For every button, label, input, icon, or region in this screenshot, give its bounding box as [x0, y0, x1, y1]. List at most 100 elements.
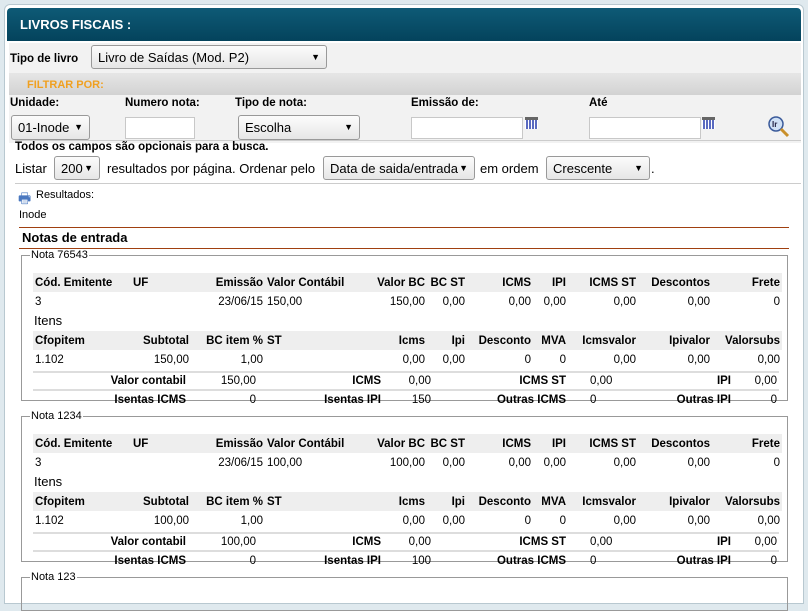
- summary-value: 0,00: [568, 371, 623, 390]
- summary-label: ICMS ST: [433, 371, 568, 390]
- emissao-input[interactable]: [411, 117, 523, 139]
- note-row-cell: 3: [35, 295, 42, 308]
- note-header-row: Cód. Emitente UF Emissão Valor Contábil Valo…: [33, 434, 782, 453]
- note-row-cell: 0: [773, 295, 780, 308]
- summary-value: 0,00: [733, 532, 779, 551]
- item-row-cell: [265, 511, 353, 530]
- chevron-down-icon: ▼: [459, 163, 468, 173]
- summary-value: 150: [383, 389, 433, 408]
- calendar-icon[interactable]: [702, 117, 715, 129]
- summary-row: Isentas ICMS 0 Isentas IPI 150 Outras ICMS 0 O…: [33, 389, 779, 408]
- note-header-row-cell: Valor Contábil: [265, 273, 353, 292]
- itens-label: Itens: [34, 313, 63, 328]
- summary-label: Isentas IPI: [258, 389, 383, 408]
- note-header-row-cell: IPI: [533, 273, 568, 292]
- note-row-cell: [131, 292, 191, 311]
- printer-icon[interactable]: 🖶: [18, 190, 32, 206]
- summary-label: Isentas IPI: [258, 550, 383, 569]
- item-row-cell: 0: [524, 353, 531, 366]
- calendar-icon[interactable]: [525, 117, 538, 129]
- note-row-cell: 0,00: [613, 456, 636, 469]
- item-header-row-cell: MVA: [533, 492, 568, 511]
- item-header-row: Cfopitem Subtotal BC item % ST Icms Ipi Descon…: [33, 331, 782, 350]
- note-header-row-cell: Descontos: [638, 434, 712, 453]
- item-header-row-cell: Desconto: [467, 331, 533, 350]
- tipo-livro-value: Livro de Saídas (Mod. P2): [98, 50, 250, 65]
- note-row: 3 23/06/15 150,00 150,00 0,00 0,00 0,00 0,00 0,0…: [33, 292, 782, 311]
- item-row-cell: 0,00: [687, 514, 710, 527]
- summary-value: 0: [568, 389, 623, 408]
- item-row-cell: 0,00: [757, 514, 780, 527]
- divider: [19, 248, 789, 249]
- items-table: Cfopitem Subtotal BC item % ST Icms Ipi Descon…: [33, 331, 782, 369]
- item-header-row: Cfopitem Subtotal BC item % ST Icms Ipi Descon…: [33, 492, 782, 511]
- note-row-cell: 150,00: [389, 295, 425, 308]
- item-row-cell: 1,00: [240, 514, 263, 527]
- note-row-cell: 0,00: [687, 295, 710, 308]
- chevron-down-icon: ▼: [84, 163, 93, 173]
- item-row-cell: 0: [524, 514, 531, 527]
- per-page-value: 200: [61, 161, 83, 176]
- numero-nota-input[interactable]: [125, 117, 195, 139]
- item-row-cell: 0,00: [613, 353, 636, 366]
- note-header-row-cell: Frete: [712, 273, 782, 292]
- note-row-cell: 23/06/15: [218, 456, 263, 469]
- unidade-label: Unidade:: [10, 97, 60, 109]
- optional-hint: Todos os campos são opcionais para a bus…: [15, 141, 269, 153]
- period-text: .: [651, 161, 655, 176]
- items-table: Cfopitem Subtotal BC item % ST Icms Ipi Descon…: [33, 492, 782, 530]
- item-header-row-cell: BC item %: [191, 492, 265, 511]
- note-header-row-cell: ICMS ST: [568, 434, 638, 453]
- summary-label: IPI: [623, 371, 733, 390]
- summary-value: 0: [188, 550, 258, 569]
- item-header-row-cell: ST: [265, 492, 353, 511]
- search-go-icon[interactable]: Ir: [767, 115, 791, 139]
- chevron-down-icon: ▼: [311, 52, 320, 62]
- summary-value: 0: [568, 550, 623, 569]
- item-header-row-cell: Ipivalor: [638, 331, 712, 350]
- summary-label: ICMS: [258, 371, 383, 390]
- divider: [19, 227, 789, 228]
- note-header-row-cell: Cód. Emitente: [33, 434, 131, 453]
- summary-value: 150,00: [188, 371, 258, 390]
- per-page-select[interactable]: 200 ▼: [54, 156, 100, 180]
- item-row: 1.102 150,00 1,00 0,00 0,00 0 0 0,00 0,00 0,00: [33, 350, 782, 369]
- note-row: 3 23/06/15 100,00 100,00 0,00 0,00 0,00 0,00 0,0…: [33, 453, 782, 472]
- order-by-select[interactable]: Data de saida/entrada ▼: [323, 156, 475, 180]
- summary-value: 0,00: [568, 532, 623, 551]
- note-fieldset: Nota 1234 Cód. Emitente UF Emissão Valor Con…: [21, 410, 788, 569]
- item-header-row-cell: MVA: [533, 331, 568, 350]
- tipo-livro-select[interactable]: Livro de Saídas (Mod. P2) ▼: [91, 45, 327, 69]
- note-header-row-cell: Descontos: [638, 273, 712, 292]
- ate-input[interactable]: [589, 117, 701, 139]
- livros-fiscais-window: LIVROS FISCAIS : Tipo de livro Livro de …: [4, 4, 804, 611]
- item-header-row-cell: Ipi: [427, 492, 467, 511]
- page-title: LIVROS FISCAIS :: [7, 8, 801, 41]
- note-row-cell: [131, 453, 191, 472]
- summary-value: 0,00: [383, 532, 433, 551]
- results-label: Resultados:: [36, 189, 95, 201]
- order-select[interactable]: Crescente ▼: [546, 156, 650, 180]
- note-row-cell: 150,00: [267, 295, 303, 308]
- per-page-text: resultados por página. Ordenar pelo: [107, 161, 316, 176]
- note-row-cell: 3: [35, 456, 42, 469]
- note-header-row-cell: BC ST: [427, 273, 467, 292]
- note-fieldset: Nota 123: [21, 571, 788, 611]
- item-row-cell: 0: [559, 353, 566, 366]
- numero-nota-label: Numero nota:: [125, 97, 200, 109]
- summary-label: Isentas ICMS: [33, 389, 188, 408]
- unidade-select[interactable]: 01-Inode ▼: [11, 115, 90, 140]
- summary-label: ICMS ST: [433, 532, 568, 551]
- note-header-row-cell: ICMS: [467, 273, 533, 292]
- item-row-cell: 0,00: [402, 514, 425, 527]
- ate-label: Até: [589, 97, 608, 109]
- tipo-nota-select[interactable]: Escolha ▼: [238, 115, 360, 140]
- summary-label: Valor contabil: [33, 532, 188, 551]
- tipo-nota-label: Tipo de nota:: [235, 97, 307, 109]
- item-row-cell: 0,00: [442, 514, 465, 527]
- unit-name: Inode: [19, 209, 47, 221]
- note-row-cell: 23/06/15: [218, 295, 263, 308]
- note-row-cell: 0,00: [442, 295, 465, 308]
- item-row-cell: 0: [559, 514, 566, 527]
- note-header-row-cell: UF: [131, 273, 191, 292]
